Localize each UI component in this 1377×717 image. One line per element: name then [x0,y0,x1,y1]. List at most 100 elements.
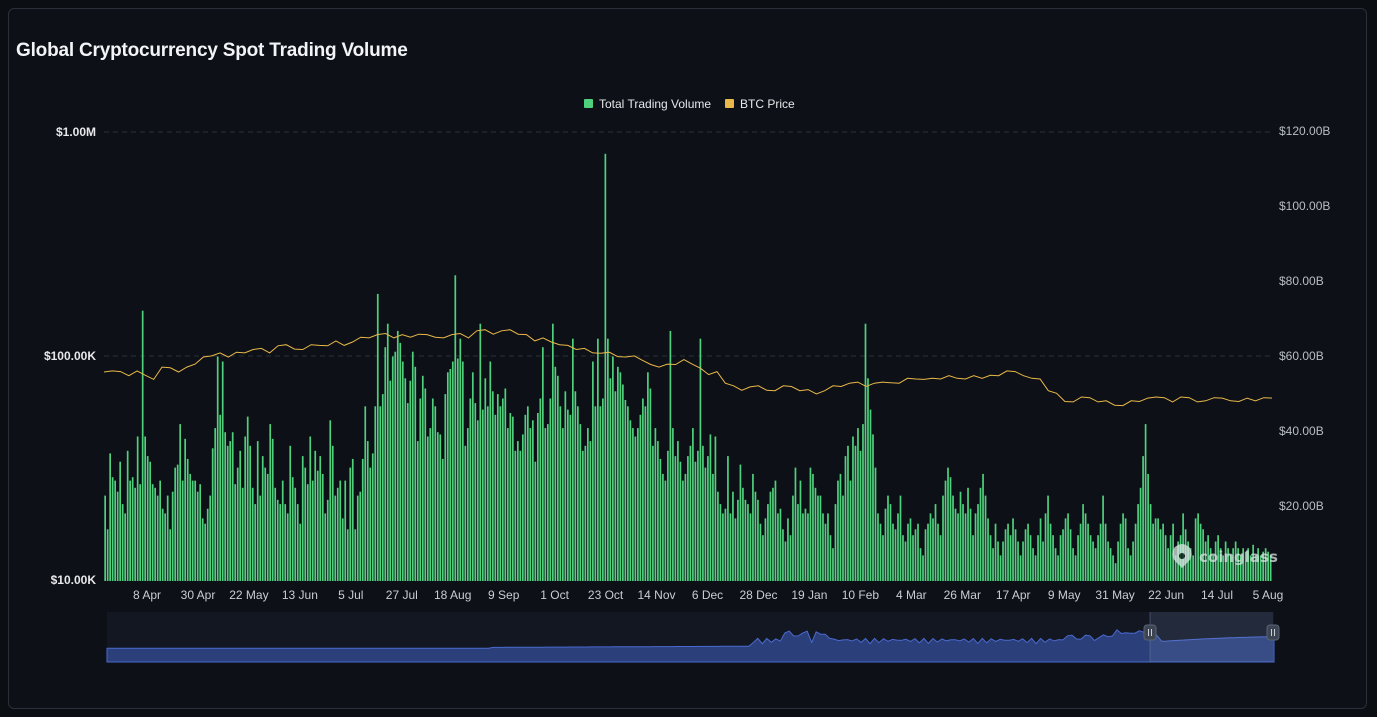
volume-bar [652,445,654,581]
right-tick-label: $120.00B [1279,124,1330,138]
volume-bar [757,499,759,581]
volume-bar [334,495,337,581]
volume-bar [394,351,397,581]
volume-bar [1267,551,1269,581]
volume-bar [849,480,852,581]
volume-bar [802,513,804,581]
volume-bar [459,338,462,581]
volume-bar [434,406,437,581]
volume-bar [399,342,402,581]
volume-bar [536,413,539,581]
volume-bar [1142,456,1144,581]
volume-bar [1049,523,1052,581]
volume-bar [104,495,106,581]
volume-bar [211,448,214,581]
volume-bar [587,428,589,581]
volume-bar [1259,555,1262,581]
navigator[interactable] [106,612,1280,663]
volume-bar [722,513,724,581]
volume-bar [609,378,612,581]
volume-bar [1202,529,1204,581]
volume-bar [747,504,749,581]
volume-bar [1067,513,1069,581]
volume-bar [534,461,537,581]
volume-bar [1122,513,1124,581]
volume-bar [637,428,639,581]
volume-bar [847,445,849,581]
volume-bar [867,378,869,581]
volume-bar [704,467,707,581]
volume-bar [514,450,517,581]
legend-item-price[interactable]: BTC Price [725,97,795,111]
volume-bar [932,518,934,581]
volume-bar [519,450,522,581]
volume-bar [1047,495,1049,581]
x-tick-label: 31 May [1095,588,1134,602]
volume-bar [1169,535,1172,581]
volume-bar [819,495,822,581]
x-tick-label: 9 Sep [488,588,520,602]
volume-bar [1129,555,1132,581]
volume-bar [929,513,932,581]
volume-bar [296,504,299,581]
volume-bar [837,480,839,581]
volume-bar [812,473,814,581]
navigator-handle-right[interactable] [1266,624,1280,641]
volume-bar [1247,548,1249,581]
volume-bar [1009,535,1012,581]
volume-bar [937,523,939,581]
volume-bar [546,424,549,581]
navigator-handle-left[interactable] [1143,624,1157,641]
volume-bar [797,504,799,581]
legend-item-volume[interactable]: Total Trading Volume [584,97,711,111]
volume-bar [1167,548,1169,581]
volume-bar [369,467,372,581]
volume-bar [331,445,334,581]
volume-bar [997,541,999,581]
volume-bar [376,293,379,581]
volume-bar [349,467,352,581]
volume-bar [184,438,187,581]
volume-bar [869,409,872,581]
volume-bar [1227,548,1229,581]
volume-bar [1217,535,1219,581]
volume-bar [526,406,529,581]
volume-bar [461,361,464,581]
volume-bar [1229,555,1232,581]
volume-bar [1074,555,1077,581]
volume-bar [1232,548,1234,581]
x-tick-label: 6 Dec [692,588,723,602]
volume-bar [404,378,407,581]
volume-bar [749,513,752,581]
volume-bar [1077,535,1079,581]
volume-bar [824,523,827,581]
volume-bar [839,473,842,581]
volume-bar [714,436,717,581]
volume-bar [279,504,282,581]
x-tick-label: 8 Apr [133,588,161,602]
volume-bar [1207,535,1209,581]
volume-bar [754,491,757,581]
volume-bar [1082,504,1084,581]
volume-bar [614,391,617,581]
x-tick-label: 9 May [1048,588,1081,602]
volume-bar [169,529,172,581]
volume-bar [1164,535,1167,581]
navigator-selection[interactable] [1150,612,1273,662]
volume-bar [777,513,779,581]
volume-bar [899,495,902,581]
volume-bar [186,458,189,581]
volume-bar [919,548,922,581]
x-tick-label: 5 Aug [1253,588,1284,602]
volume-bar [1249,555,1252,581]
volume-bar [739,464,742,581]
x-tick-label: 1 Oct [540,588,569,602]
x-tick-label: 19 Jan [791,588,827,602]
volume-bar [717,491,719,581]
volume-bar [396,330,399,581]
volume-bar [366,441,369,581]
volume-bar [209,495,212,581]
volume-bar [464,445,467,581]
volume-bar [419,398,422,581]
